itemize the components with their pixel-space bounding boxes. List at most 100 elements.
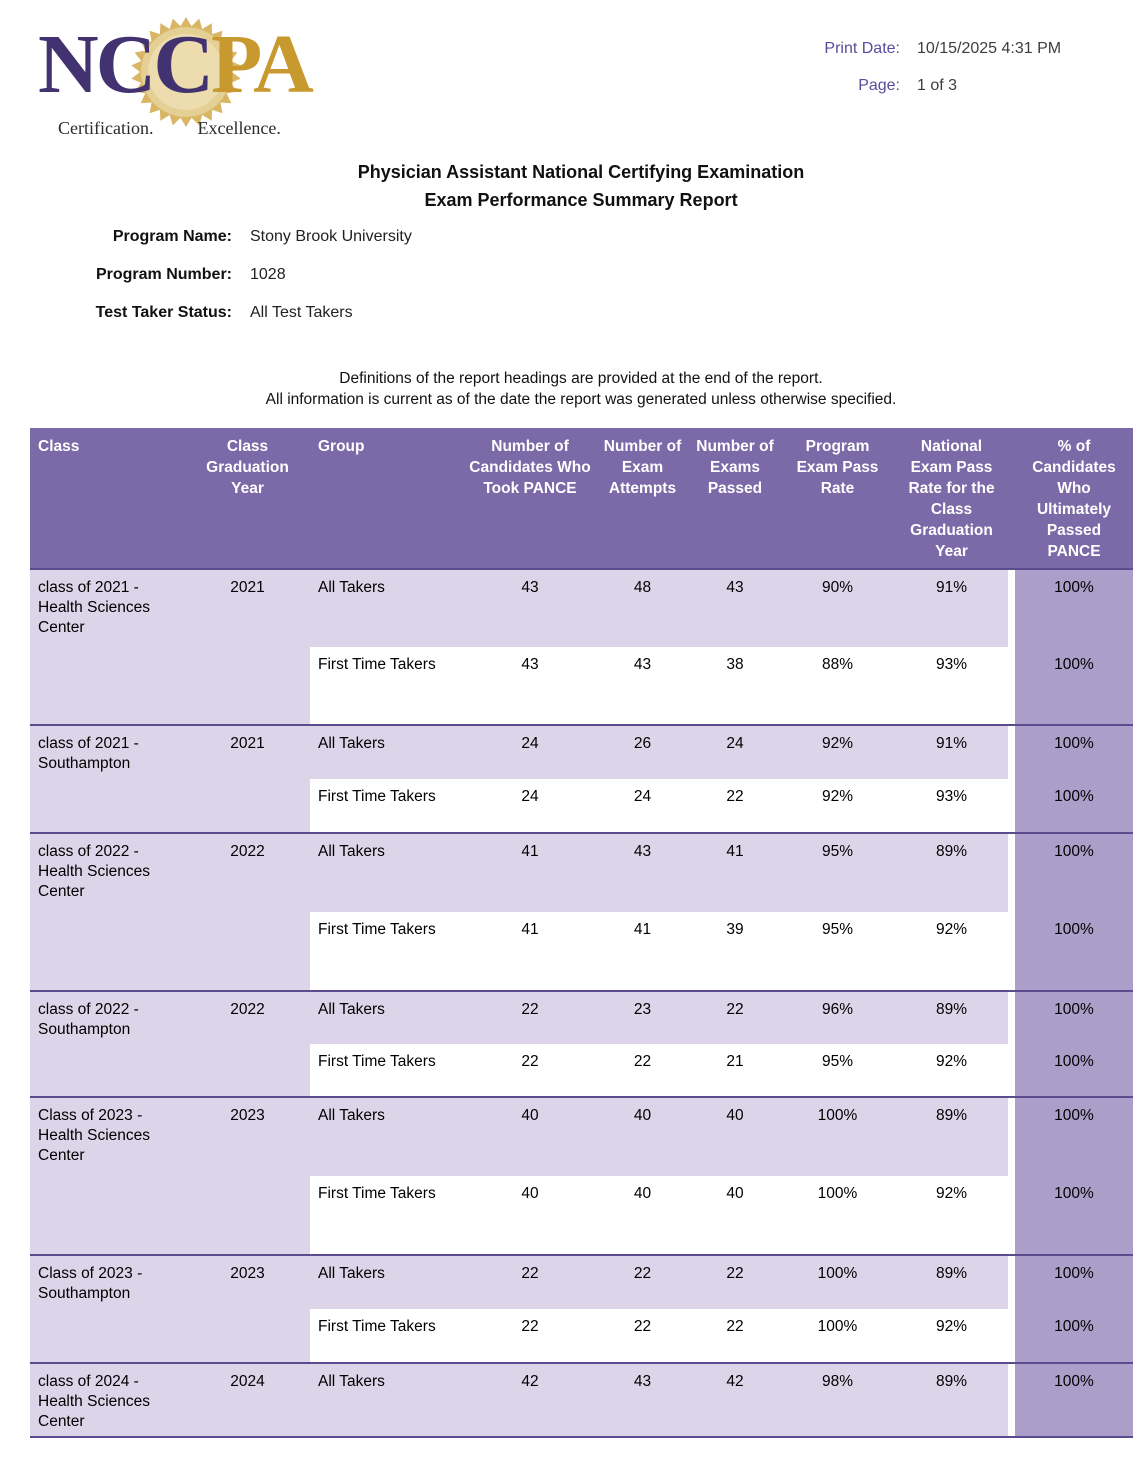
program-rate-cell: 95% bbox=[780, 1044, 895, 1097]
passed-cell: 43 bbox=[690, 568, 780, 647]
national-rate-cell: 92% bbox=[895, 1044, 1008, 1097]
attempts-cell: 23 bbox=[595, 990, 690, 1044]
group-cell: All Takers bbox=[310, 724, 465, 779]
program-info-value: All Test Takers bbox=[250, 304, 353, 321]
program-rate-cell: 100% bbox=[780, 1254, 895, 1309]
print-info: Print Date: 10/15/2025 4:31 PM Page: 1 o… bbox=[770, 38, 1100, 112]
program-info-row: Program Name: Stony Brook University bbox=[0, 226, 412, 248]
class-block: class of 2022 - Health Sciences Center 20… bbox=[30, 832, 1133, 991]
class-block: Class of 2023 - Health Sciences Center 20… bbox=[30, 1096, 1133, 1255]
passed-cell: 39 bbox=[690, 912, 780, 991]
group-cell: First Time Takers bbox=[310, 1176, 465, 1255]
graduation-year-cell: 2023 bbox=[185, 1096, 310, 1255]
column-header-group: Group bbox=[310, 428, 465, 570]
group-cell: First Time Takers bbox=[310, 647, 465, 725]
candidates-cell: 41 bbox=[465, 912, 595, 991]
graduation-year-cell: 2022 bbox=[185, 832, 310, 991]
passed-cell: 40 bbox=[690, 1176, 780, 1255]
column-gap bbox=[1008, 1254, 1015, 1309]
page-label: Page: bbox=[858, 77, 900, 94]
attempts-cell: 26 bbox=[595, 724, 690, 779]
column-header-candidates-took-pance: Number of Candidates Who Took PANCE bbox=[465, 428, 595, 570]
program-info-row: Test Taker Status: All Test Takers bbox=[0, 302, 412, 324]
group-cell: First Time Takers bbox=[310, 912, 465, 991]
logo-letters-pa: PA bbox=[211, 18, 314, 111]
table-row: Class of 2023 - Southampton 2023 All Taker… bbox=[30, 1254, 1133, 1363]
logo-tagline-certification: Certification. bbox=[58, 118, 154, 138]
logo-sunburst-icon bbox=[131, 17, 241, 127]
logo-letter-seal-c: C bbox=[153, 18, 214, 111]
national-rate-cell: 93% bbox=[895, 647, 1008, 725]
national-rate-cell: 92% bbox=[895, 1309, 1008, 1363]
ultimate-pass-cell: 100% bbox=[1015, 647, 1133, 725]
class-block: class of 2024 - Health Sciences Center 20… bbox=[30, 1362, 1133, 1438]
group-cell: All Takers bbox=[310, 568, 465, 647]
candidates-cell: 41 bbox=[465, 832, 595, 912]
program-rate-cell: 100% bbox=[780, 1096, 895, 1176]
passed-cell: 22 bbox=[690, 990, 780, 1044]
group-cell: All Takers bbox=[310, 1362, 465, 1438]
header-gap bbox=[1008, 428, 1015, 570]
passed-cell: 22 bbox=[690, 1309, 780, 1363]
attempts-cell: 43 bbox=[595, 1362, 690, 1438]
column-gap bbox=[1008, 832, 1015, 912]
ultimate-pass-cell: 100% bbox=[1015, 568, 1133, 647]
print-date-row: Print Date: 10/15/2025 4:31 PM bbox=[770, 38, 1100, 60]
class-cell: Class of 2023 - Southampton bbox=[30, 1254, 185, 1363]
ultimate-pass-cell: 100% bbox=[1015, 1176, 1133, 1255]
column-gap bbox=[1008, 779, 1015, 833]
column-gap bbox=[1008, 1096, 1015, 1176]
national-rate-cell: 89% bbox=[895, 1096, 1008, 1176]
ultimate-pass-cell: 100% bbox=[1015, 724, 1133, 779]
national-rate-cell: 89% bbox=[895, 1254, 1008, 1309]
program-rate-cell: 92% bbox=[780, 779, 895, 833]
group-cell: First Time Takers bbox=[310, 779, 465, 833]
program-rate-cell: 90% bbox=[780, 568, 895, 647]
table-row: First Time Takers 22 22 21 95% 92% 100% bbox=[30, 1044, 1133, 1097]
national-rate-cell: 91% bbox=[895, 724, 1008, 779]
performance-table: Class Class Graduation Year Group Number of… bbox=[30, 428, 1133, 1438]
attempts-cell: 43 bbox=[595, 647, 690, 725]
class-cell: class of 2021 - Southampton bbox=[30, 724, 185, 833]
group-cell: First Time Takers bbox=[310, 1044, 465, 1097]
class-cell: class of 2022 - Southampton bbox=[30, 990, 185, 1097]
group-cell: All Takers bbox=[310, 990, 465, 1044]
candidates-cell: 24 bbox=[465, 724, 595, 779]
national-rate-cell: 93% bbox=[895, 779, 1008, 833]
attempts-cell: 22 bbox=[595, 1309, 690, 1363]
logo-letters-nc: NC bbox=[38, 18, 156, 111]
program-info-label: Program Number: bbox=[95, 266, 232, 283]
candidates-cell: 40 bbox=[465, 1176, 595, 1255]
program-info: Program Name: Stony Brook University Progr… bbox=[0, 226, 412, 340]
column-gap bbox=[1008, 1309, 1015, 1363]
attempts-cell: 48 bbox=[595, 568, 690, 647]
class-cell: Class of 2023 - Health Sciences Center bbox=[30, 1096, 185, 1255]
ultimate-pass-cell: 100% bbox=[1015, 990, 1133, 1044]
program-info-label: Test Taker Status: bbox=[95, 304, 232, 321]
attempts-cell: 40 bbox=[595, 1176, 690, 1255]
ultimate-pass-cell: 100% bbox=[1015, 832, 1133, 912]
candidates-cell: 22 bbox=[465, 1044, 595, 1097]
table-row: class of 2021 - Health Sciences Center 20… bbox=[30, 568, 1133, 725]
attempts-cell: 41 bbox=[595, 912, 690, 991]
page-row: Page: 1 of 3 bbox=[770, 75, 1100, 97]
column-header-ultimately-passed: % of Candidates Who Ultimately Passed PA… bbox=[1015, 428, 1133, 570]
ultimate-pass-cell: 100% bbox=[1015, 1309, 1133, 1363]
national-rate-cell: 89% bbox=[895, 990, 1008, 1044]
table-row: First Time Takers 40 40 40 100% 92% 100% bbox=[30, 1176, 1133, 1255]
program-info-value: Stony Brook University bbox=[250, 228, 412, 245]
column-header-national-pass-rate: National Exam Pass Rate for the Class Gr… bbox=[895, 428, 1008, 570]
column-gap bbox=[1008, 647, 1015, 725]
passed-cell: 22 bbox=[690, 779, 780, 833]
program-rate-cell: 95% bbox=[780, 912, 895, 991]
note-line-1: Definitions of the report headings are p… bbox=[339, 370, 823, 387]
passed-cell: 40 bbox=[690, 1096, 780, 1176]
group-cell: All Takers bbox=[310, 1096, 465, 1176]
candidates-cell: 42 bbox=[465, 1362, 595, 1438]
class-cell: class of 2021 - Health Sciences Center bbox=[30, 568, 185, 725]
national-rate-cell: 91% bbox=[895, 568, 1008, 647]
report-title: Physician Assistant National Certifying … bbox=[16, 158, 1146, 214]
ultimate-pass-cell: 100% bbox=[1015, 912, 1133, 991]
candidates-cell: 22 bbox=[465, 990, 595, 1044]
